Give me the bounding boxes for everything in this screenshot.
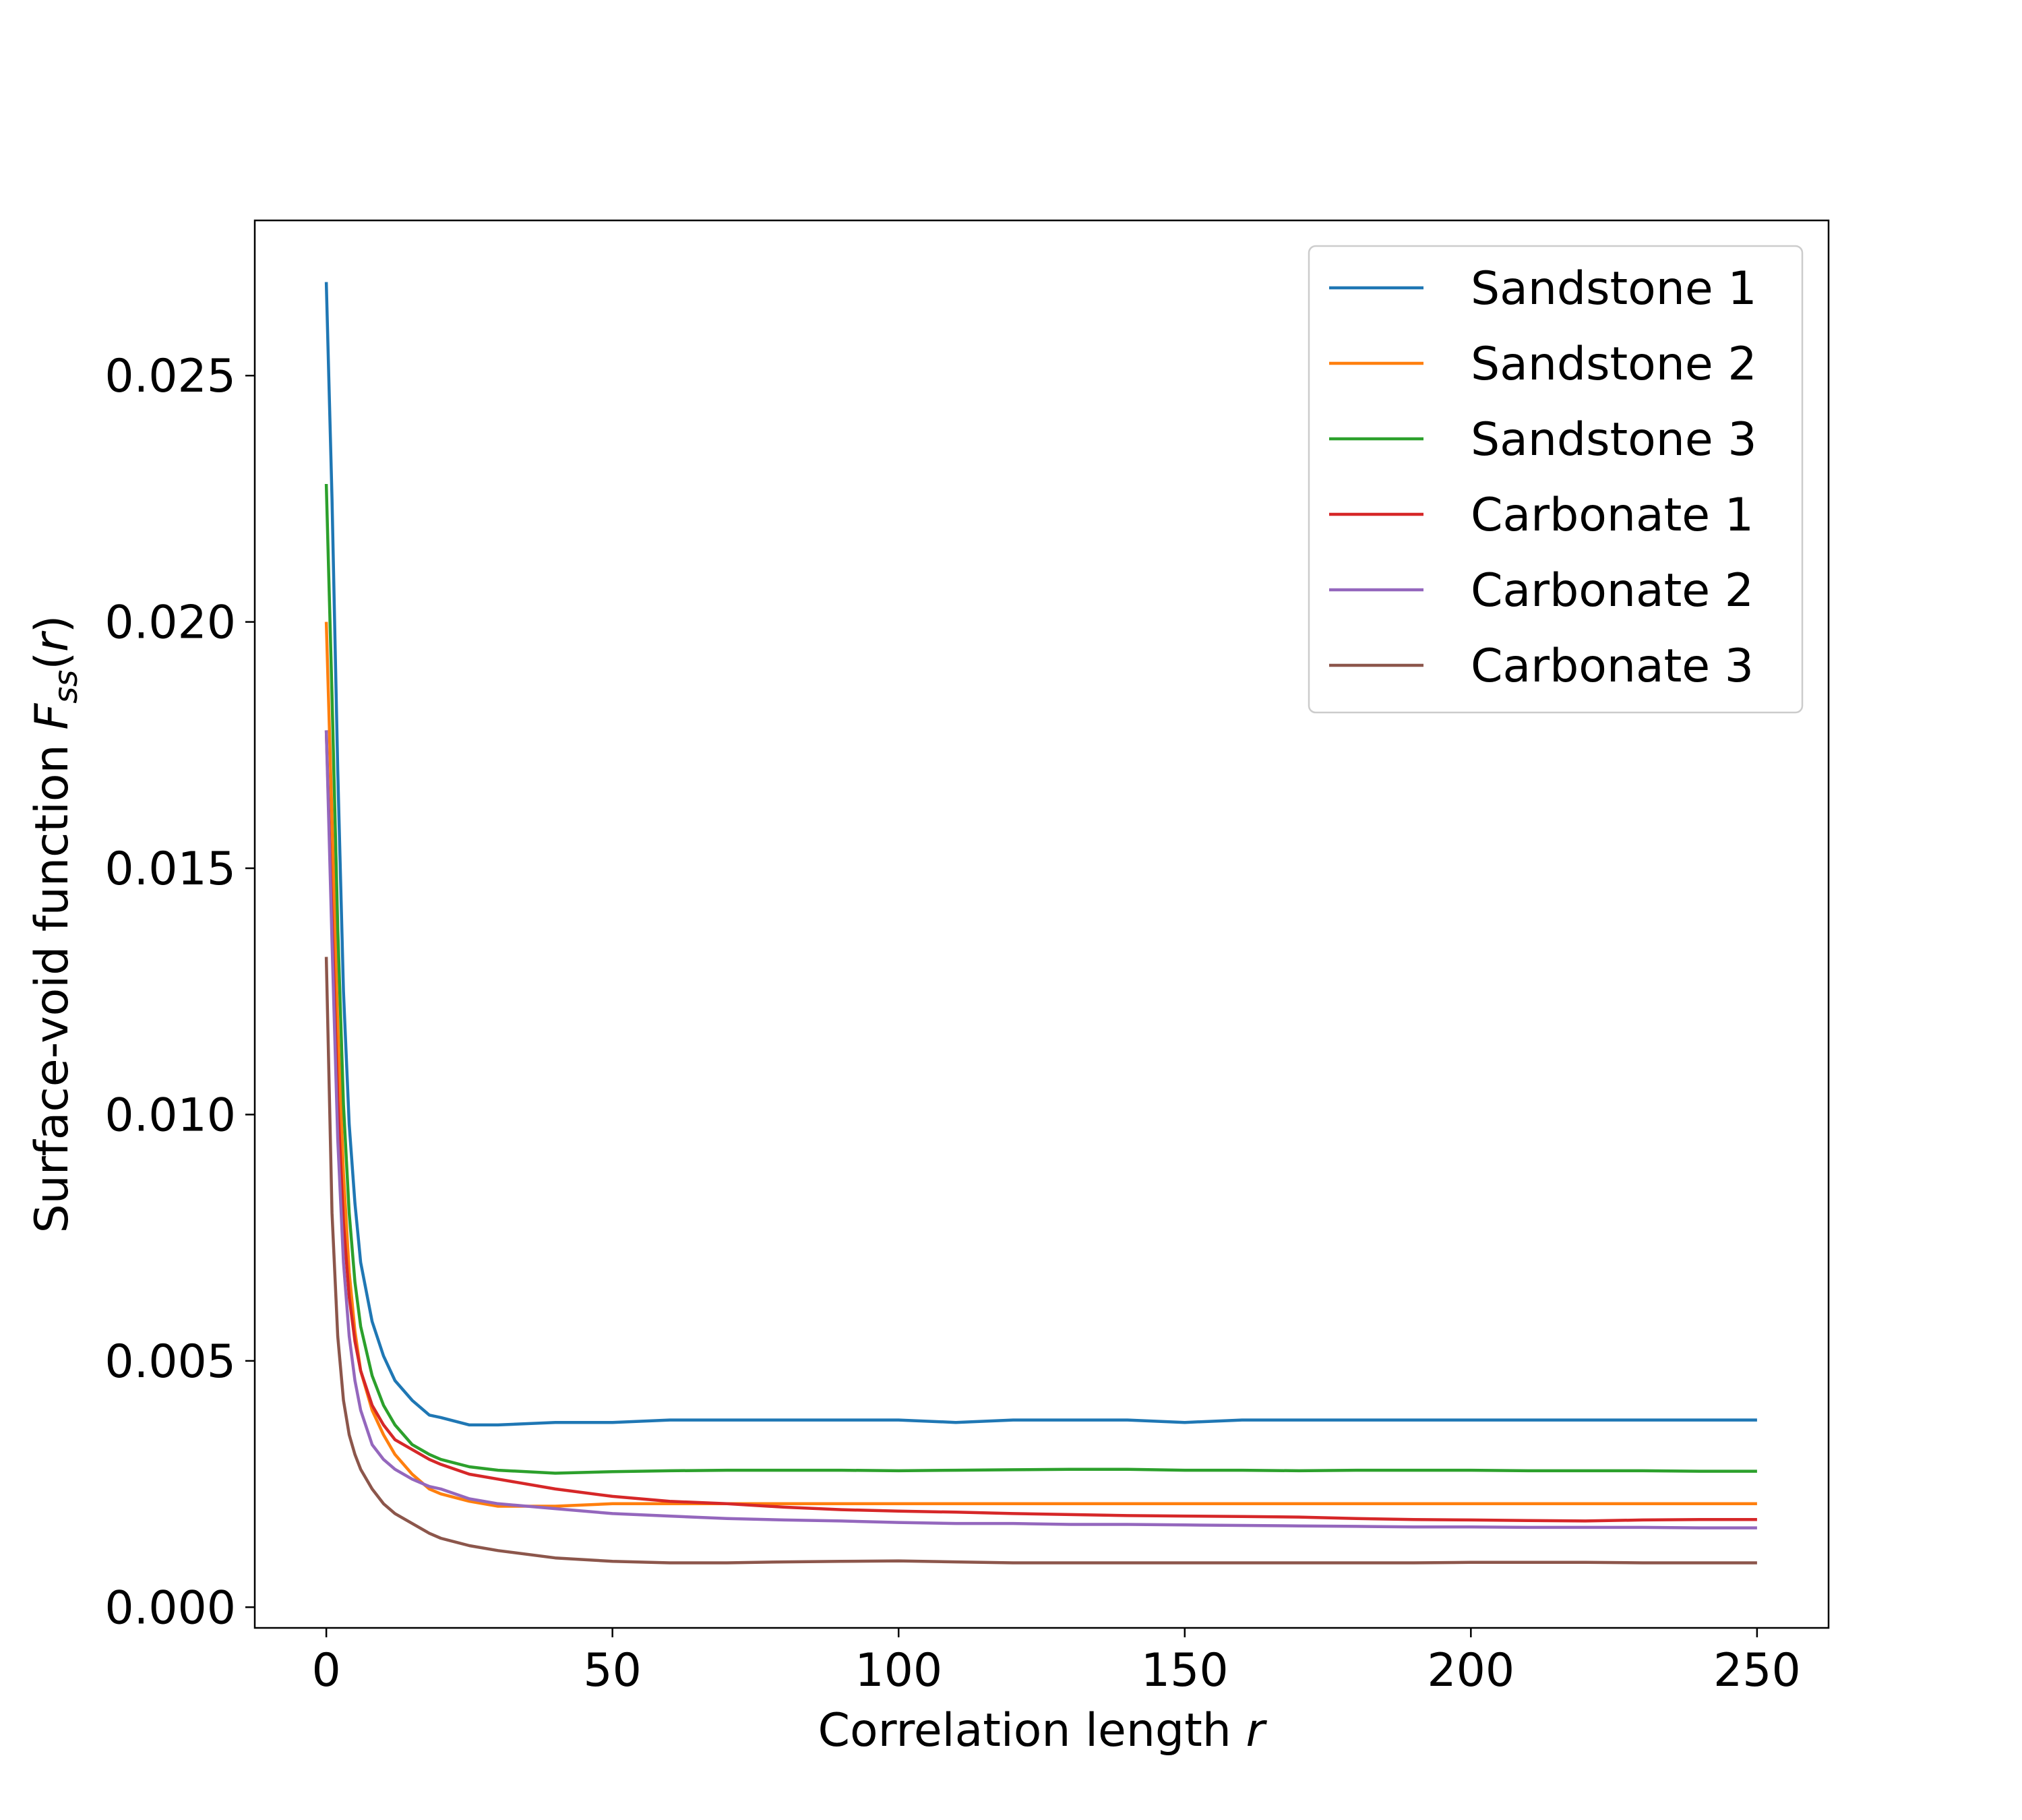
series-line-5	[324, 730, 1757, 1529]
y-axis: 0.000 0.005 0.010 0.015 0.020 0.025	[104, 350, 255, 1635]
y-tick-label: 0.010	[104, 1089, 236, 1142]
x-tick-label: 50	[583, 1644, 642, 1697]
legend: Sandstone 1 Sandstone 2 Sandstone 3 Carbona…	[1308, 245, 1804, 714]
legend-label: Carbonate 1	[1471, 489, 1754, 542]
x-tick-label: 0	[312, 1644, 341, 1697]
series-line-4	[324, 730, 1757, 1523]
legend-label: Sandstone 2	[1471, 338, 1757, 391]
plot-frame	[253, 219, 1830, 1629]
y-tick-label: 0.000	[104, 1581, 236, 1635]
y-tick-label: 0.015	[104, 843, 236, 896]
legend-label: Carbonate 3	[1471, 640, 1754, 693]
x-tick-label: 150	[1141, 1644, 1229, 1697]
legend-label: Sandstone 3	[1471, 413, 1757, 466]
x-axis-label: Correlation length r	[818, 1704, 1268, 1757]
y-tick-label: 0.025	[104, 350, 236, 403]
x-tick-label: 100	[855, 1644, 942, 1697]
y-tick-label: 0.020	[104, 597, 236, 650]
legend-label: Carbonate 2	[1471, 564, 1754, 617]
series-line-3	[324, 483, 1757, 1475]
y-axis-label: Surface-void function Fss(r)	[26, 615, 85, 1234]
series-layer	[324, 282, 1757, 1565]
legend-box	[1308, 245, 1804, 714]
x-tick-label: 200	[1427, 1644, 1514, 1697]
series-line-6	[324, 957, 1757, 1565]
x-axis: 0 50 100 150 200 250	[312, 1628, 1801, 1697]
series-line-1	[324, 282, 1757, 1427]
x-tick-label: 250	[1713, 1644, 1801, 1697]
y-tick-label: 0.005	[104, 1335, 236, 1389]
legend-label: Sandstone 1	[1471, 262, 1757, 315]
